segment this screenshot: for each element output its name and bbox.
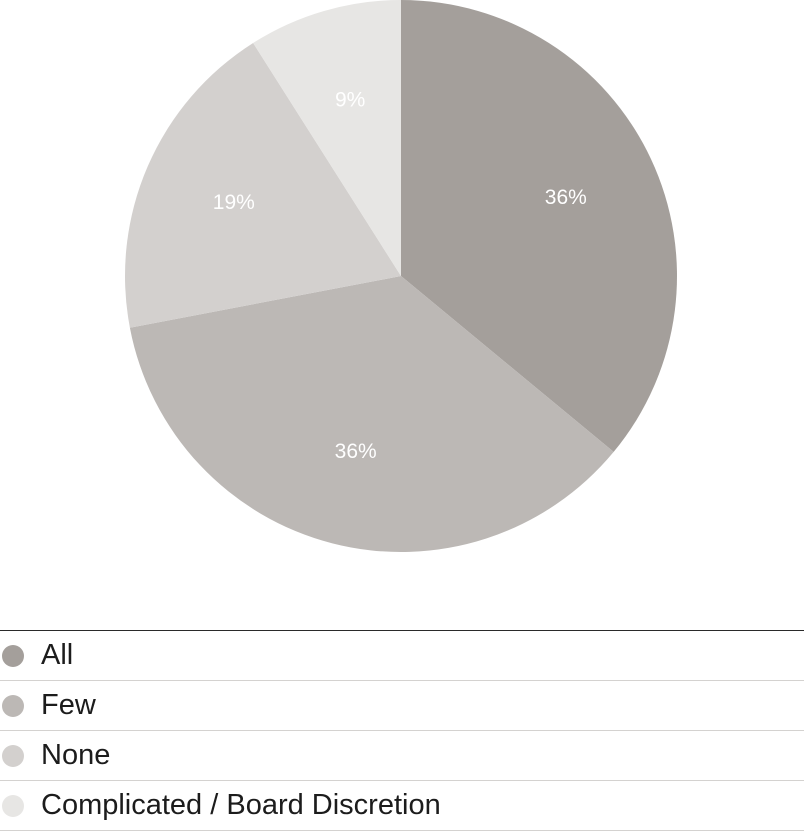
legend-swatch-none (2, 744, 24, 767)
legend-label-complicated-board-discretion: Complicated / Board Discretion (41, 789, 441, 821)
legend-item-complicated-board-discretion: Complicated / Board Discretion (0, 781, 804, 831)
chart-legend: All Few None Complicated / Board Discret… (0, 630, 804, 831)
legend-swatch-complicated-board-discretion (2, 794, 24, 817)
legend-label-few: Few (41, 689, 96, 721)
pie-label-complicated-board-discretion: 9% (335, 89, 365, 112)
pie-data-labels: 36% 36% 19% 9% (213, 89, 587, 463)
legend-item-none: None (0, 731, 804, 781)
pie-slices (124, 0, 677, 552)
pie-label-all: 36% (545, 186, 587, 209)
pie-label-none: 19% (213, 191, 255, 214)
legend-label-all: All (41, 639, 74, 671)
pie-slice-none (124, 42, 401, 328)
legend-swatch-few (2, 694, 24, 717)
pie-slice-complicated-board-discretion (253, 0, 401, 276)
legend-item-few: Few (0, 681, 804, 731)
pie-label-few: 36% (335, 440, 377, 463)
legend-swatch-all (2, 644, 24, 667)
pie-slice-few (129, 276, 614, 552)
pie-slice-all (401, 0, 677, 452)
legend-item-all: All (0, 631, 804, 681)
pie-chart: 36% 36% 19% 9% (124, 0, 677, 552)
legend-label-none: None (41, 739, 111, 771)
